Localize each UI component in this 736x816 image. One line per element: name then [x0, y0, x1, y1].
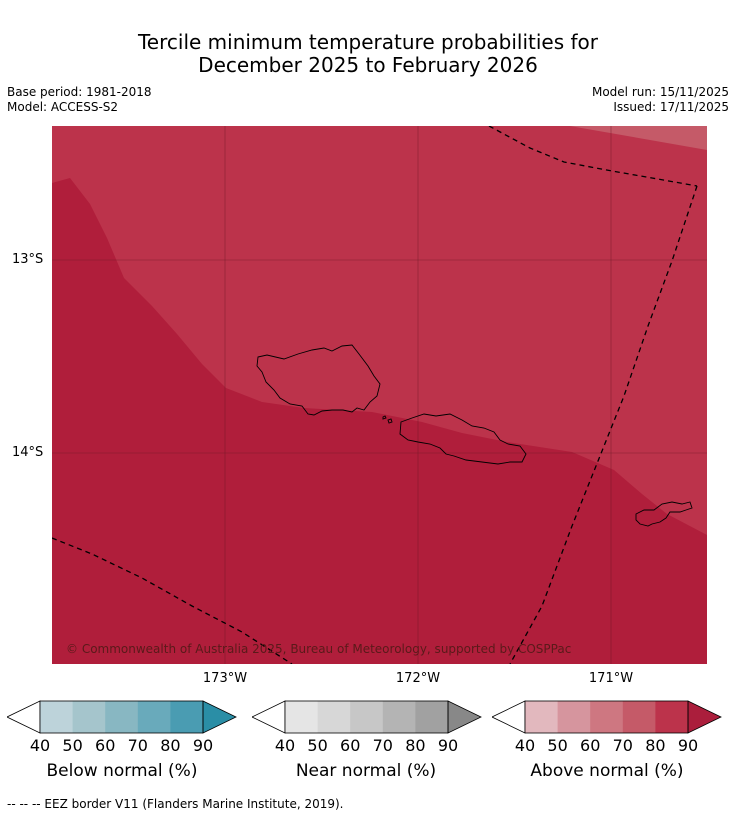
colorbar-segment — [557, 701, 591, 733]
colorbar-above-normal-svg — [491, 700, 722, 734]
meta-right: Model run: 15/11/2025 Issued: 17/11/2025 — [592, 85, 729, 115]
colorbar-segment — [655, 701, 689, 733]
eez-line-east — [509, 185, 698, 664]
colorbar-segment — [382, 701, 416, 733]
island-apolima-manono — [382, 415, 393, 424]
island-savaii — [256, 344, 381, 416]
colorbar-high-extend — [202, 700, 237, 734]
colorbar-tick-label: 80 — [405, 736, 426, 755]
map-svg — [52, 126, 707, 664]
colorbar-tick-label: 80 — [160, 736, 181, 755]
issued-date: Issued: 17/11/2025 — [613, 100, 729, 114]
region-above-90 — [52, 178, 707, 664]
lat-label-13s: 13°S — [12, 252, 44, 267]
colorbar-near-normal-title: Near normal (%) — [295, 761, 437, 781]
colorbar-high-extend — [687, 700, 722, 734]
colorbar-near-normal-svg — [251, 700, 482, 734]
eez-borders — [52, 126, 698, 664]
colorbar-tick-label: 90 — [677, 736, 699, 755]
colorbar-tick-label: 60 — [95, 736, 116, 755]
colorbar-tick-label: 90 — [437, 736, 459, 755]
colorbar-segment — [350, 701, 384, 733]
islands — [256, 344, 693, 527]
colorbar-segment — [285, 701, 319, 733]
copyright-notice: © Commonwealth of Australia 2025, Bureau… — [66, 642, 572, 656]
colorbar-segment — [40, 701, 74, 733]
colorbar-above-normal — [491, 700, 722, 738]
colorbar-tick-label: 40 — [274, 736, 296, 755]
model-run: Model run: 15/11/2025 — [591, 85, 729, 99]
colorbar-low-extend — [251, 700, 286, 734]
region-above-70-80 — [570, 126, 707, 150]
colorbar-tick-label: 50 — [547, 736, 568, 755]
colorbar-high-extend — [447, 700, 482, 734]
lat-label-14s: 14°S — [12, 445, 44, 460]
model-name: Model: ACCESS-S2 — [7, 100, 119, 114]
map-panel[interactable]: © Commonwealth of Australia 2025, Bureau… — [52, 126, 707, 664]
colorbar-tick-label: 50 — [62, 736, 83, 755]
colorbar-above-normal-title: Above normal (%) — [530, 761, 684, 781]
colorbar-segment — [590, 701, 624, 733]
colorbar-segment — [105, 701, 139, 733]
colorbar-tick-label: 70 — [372, 736, 393, 755]
lon-label-171w: 171°W — [588, 671, 634, 686]
colorbar-low-extend — [6, 700, 41, 734]
colorbar-segment — [525, 701, 559, 733]
map-title: Tercile minimum temperature probabilitie… — [0, 31, 736, 77]
colorbar-frame — [39, 700, 204, 734]
island-tutuila — [635, 501, 693, 527]
colorbar-low-extend — [491, 700, 526, 734]
colorbar-frame — [284, 700, 449, 734]
title-line-2: December 2025 to February 2026 — [198, 53, 538, 77]
meta-left: Base period: 1981-2018 Model: ACCESS-S2 — [7, 85, 152, 115]
colorbar-tick-label: 80 — [645, 736, 666, 755]
colorbar-tick-label: 40 — [29, 736, 51, 755]
colorbar-below-normal — [6, 700, 237, 738]
colorbar-tick-label: 40 — [514, 736, 536, 755]
eez-line-southwest — [52, 537, 293, 664]
colorbar-segment — [622, 701, 656, 733]
colorbar-near-normal — [251, 700, 482, 738]
island-upolu — [399, 413, 527, 465]
colorbar-segment — [72, 701, 106, 733]
colorbar-below-normal-title: Below normal (%) — [46, 761, 198, 781]
colorbar-tick-label: 70 — [127, 736, 148, 755]
eez-footnote: -- -- -- EEZ border V11 (Flanders Marine… — [7, 797, 344, 811]
colorbar-segment — [137, 701, 171, 733]
colorbar-tick-label: 60 — [580, 736, 601, 755]
colorbar-tick-label: 50 — [307, 736, 328, 755]
colorbar-segment — [415, 701, 449, 733]
lon-label-172w: 172°W — [395, 671, 441, 686]
colorbar-below-normal-svg — [6, 700, 237, 734]
eez-line-north — [488, 126, 698, 187]
base-period: Base period: 1981-2018 — [7, 85, 152, 99]
colorbar-tick-label: 60 — [340, 736, 361, 755]
colorbar-tick-label: 90 — [192, 736, 214, 755]
graticule — [52, 126, 707, 664]
colorbar-tick-label: 70 — [612, 736, 633, 755]
colorbar-segment — [170, 701, 204, 733]
colorbar-segment — [317, 701, 351, 733]
title-line-1: Tercile minimum temperature probabilitie… — [137, 30, 599, 54]
colorbar-frame — [524, 700, 689, 734]
lon-label-173w: 173°W — [202, 671, 248, 686]
